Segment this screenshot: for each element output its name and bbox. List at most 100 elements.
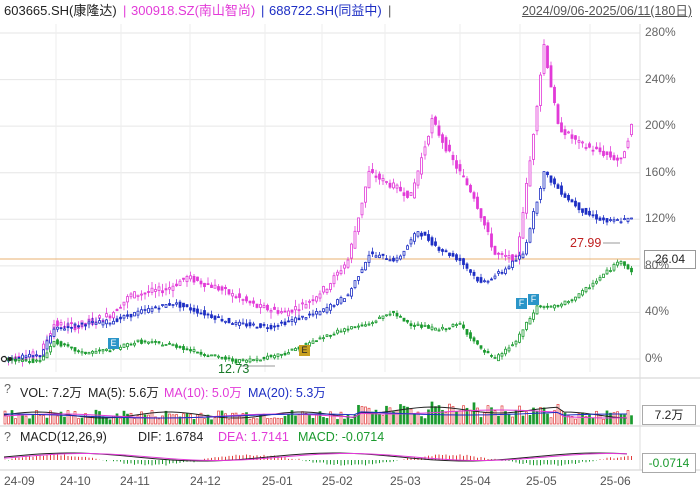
stock-3-candle <box>241 322 245 325</box>
stock-3-candle <box>514 259 518 262</box>
stock-3-candle <box>66 326 70 329</box>
volume-bar <box>45 417 49 425</box>
stock-3-candle <box>329 303 332 311</box>
stock-2-candle <box>458 164 462 172</box>
stock-1-candle <box>59 341 63 347</box>
stock-2-candle <box>178 280 182 286</box>
stock-2-candle <box>147 291 150 293</box>
stock-1-candle <box>248 358 252 363</box>
stock-1-candle <box>556 304 560 307</box>
stock-1-candle <box>178 346 182 348</box>
volume-bar <box>423 418 427 425</box>
stock-3-candle <box>577 202 581 211</box>
stock-3-candle <box>140 309 143 314</box>
stock-3-candle <box>189 307 192 311</box>
stock-3-candle <box>588 210 591 216</box>
volume-bar <box>129 412 133 425</box>
stock-2-candle <box>224 287 227 290</box>
stock-3-candle <box>318 311 322 316</box>
stock-1-candle <box>521 329 525 337</box>
stock-3-candle <box>507 266 511 270</box>
stock-3-candle <box>231 323 234 325</box>
volume-bar <box>364 406 367 425</box>
stock-2-candle <box>273 306 276 310</box>
volume-bar <box>567 415 570 425</box>
volume-bar <box>518 405 521 425</box>
stock-1-candle <box>31 358 35 363</box>
stock-2-candle <box>259 303 262 308</box>
stock-1-candle <box>84 351 87 354</box>
legend-stock-3[interactable]: 688722.SH(同益中) <box>269 3 382 18</box>
stock-1-candle <box>616 261 619 266</box>
stock-1-candle <box>539 305 542 308</box>
date-range[interactable]: 2024/09/06-2025/06/11(180日) <box>521 4 692 18</box>
volume-bar <box>409 408 413 425</box>
stock-1-candle <box>185 348 189 351</box>
volume-bar <box>269 418 273 425</box>
stock-3-candle <box>542 171 546 189</box>
stock-3-candle <box>297 317 301 321</box>
stock-1-candle <box>469 332 472 339</box>
event-marker-f[interactable]: F <box>528 294 539 305</box>
legend-stock-2[interactable]: 300918.SZ(南山智尚) <box>131 3 256 18</box>
stock-2-candle <box>602 150 605 156</box>
stock-2-candle <box>413 182 416 199</box>
stock-2-candle <box>108 315 112 319</box>
stock-1-candle <box>192 349 196 352</box>
stock-1-candle <box>266 355 269 360</box>
stock-3-candle <box>255 326 259 329</box>
stock-1-candle <box>479 345 483 349</box>
stock-1-candle <box>241 359 245 362</box>
stock-1-candle <box>364 324 367 327</box>
stock-1-candle <box>598 276 602 281</box>
stock-2-candle <box>59 322 63 326</box>
stock-2-candle <box>311 299 315 302</box>
volume-bar <box>434 406 437 425</box>
stock-3-candle <box>283 321 287 325</box>
stock-3-candle <box>213 315 217 320</box>
stock-2-candle <box>287 310 290 317</box>
stock-2-candle <box>493 245 497 255</box>
legend-stock-1[interactable]: 603665.SH(康隆达) <box>4 3 117 18</box>
stock-3-candle <box>234 322 238 325</box>
stock-2-candle <box>248 300 252 304</box>
stock-3-candle <box>423 231 427 236</box>
stock-3-candle <box>504 268 507 274</box>
volume-bar <box>507 414 511 425</box>
stock-1-candle <box>276 353 280 357</box>
x-tick-label: 25-02 <box>322 474 353 488</box>
stock-1-candle <box>227 357 231 360</box>
indicator-help-icon[interactable]: ? <box>4 382 11 396</box>
stock-2-candle <box>269 310 273 313</box>
stock-1-candle <box>605 269 609 275</box>
volume-bar <box>546 413 549 425</box>
stock-3-candle <box>199 312 203 315</box>
vol-ma5-line <box>3 406 628 419</box>
x-tick-label: 25-05 <box>526 474 557 488</box>
stock-2-candle <box>182 277 185 280</box>
stock-1-candle <box>98 349 101 352</box>
event-marker-e[interactable]: E <box>108 338 119 349</box>
stock-1-candle <box>189 349 192 352</box>
stock-1-candle <box>532 312 535 320</box>
stock-3-candle <box>448 252 451 257</box>
macd-badge: -0.0714 <box>642 453 696 473</box>
stock-1-candle <box>570 299 574 302</box>
volume-bar <box>490 407 493 425</box>
stock-1-candle <box>542 305 546 308</box>
stock-2-candle <box>119 306 122 309</box>
stock-3-candle <box>364 261 367 271</box>
stock-2-candle <box>171 285 175 291</box>
stock-3-candle <box>374 255 378 258</box>
stock-2-candle <box>619 157 623 160</box>
stock-3-candle <box>511 260 514 268</box>
volume-bar <box>297 414 301 425</box>
stock-1-candle <box>14 359 17 362</box>
stock-2-candle <box>507 255 511 259</box>
indicator-help-icon[interactable]: ? <box>4 430 11 444</box>
event-marker-f[interactable]: F <box>516 298 527 309</box>
stock-1-candle <box>294 348 297 352</box>
event-marker-e[interactable]: E <box>299 345 310 356</box>
stock-3-candle <box>339 297 343 304</box>
